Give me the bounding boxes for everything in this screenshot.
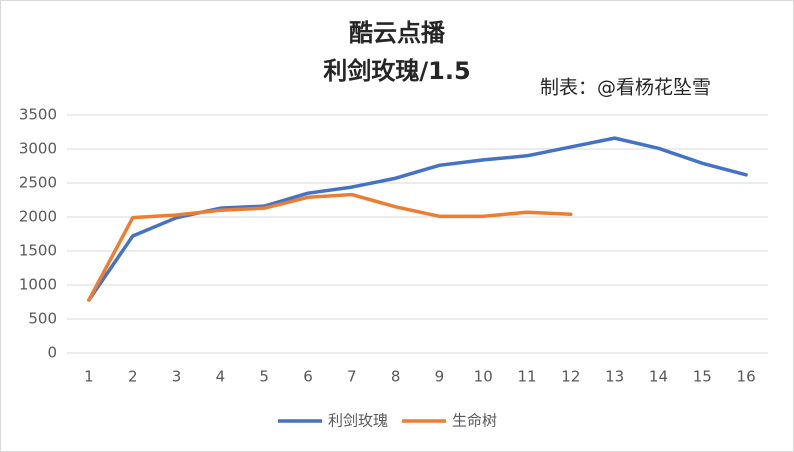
- legend-label: 利剑玫瑰: [328, 412, 388, 430]
- x-tick-label: 15: [693, 368, 712, 386]
- chart-subtitle: 利剑玫瑰/1.5: [323, 57, 470, 85]
- x-tick-label: 11: [517, 368, 536, 386]
- x-tick-label: 7: [347, 368, 357, 386]
- x-tick-label: 5: [259, 368, 269, 386]
- y-tick-label: 500: [28, 310, 57, 328]
- y-tick-label: 1500: [19, 242, 57, 260]
- y-tick-label: 0: [47, 344, 57, 362]
- series-line: [87, 192, 573, 302]
- y-tick-label: 3000: [19, 140, 57, 158]
- x-tick-label: 1: [84, 368, 94, 386]
- legend-label: 生命树: [452, 412, 497, 430]
- x-tick-label: 4: [216, 368, 226, 386]
- x-tick-label: 3: [172, 368, 182, 386]
- x-tick-label: 13: [605, 368, 624, 386]
- x-tick-label: 2: [128, 368, 138, 386]
- y-tick-label: 2500: [19, 174, 57, 192]
- x-tick-label: 16: [737, 368, 756, 386]
- y-tick-label: 1000: [19, 276, 57, 294]
- y-tick-label: 3500: [19, 106, 57, 124]
- annotation: 制表：@看杨花坠雪: [540, 77, 711, 99]
- x-tick-label: 14: [649, 368, 668, 386]
- x-tick-label: 8: [391, 368, 401, 386]
- chart-title: 酷云点播: [349, 19, 446, 47]
- x-tick-label: 12: [561, 368, 580, 386]
- y-tick-label: 2000: [19, 208, 57, 226]
- x-tick-label: 6: [303, 368, 313, 386]
- x-tick-label: 9: [435, 368, 445, 386]
- x-tick-label: 10: [474, 368, 493, 386]
